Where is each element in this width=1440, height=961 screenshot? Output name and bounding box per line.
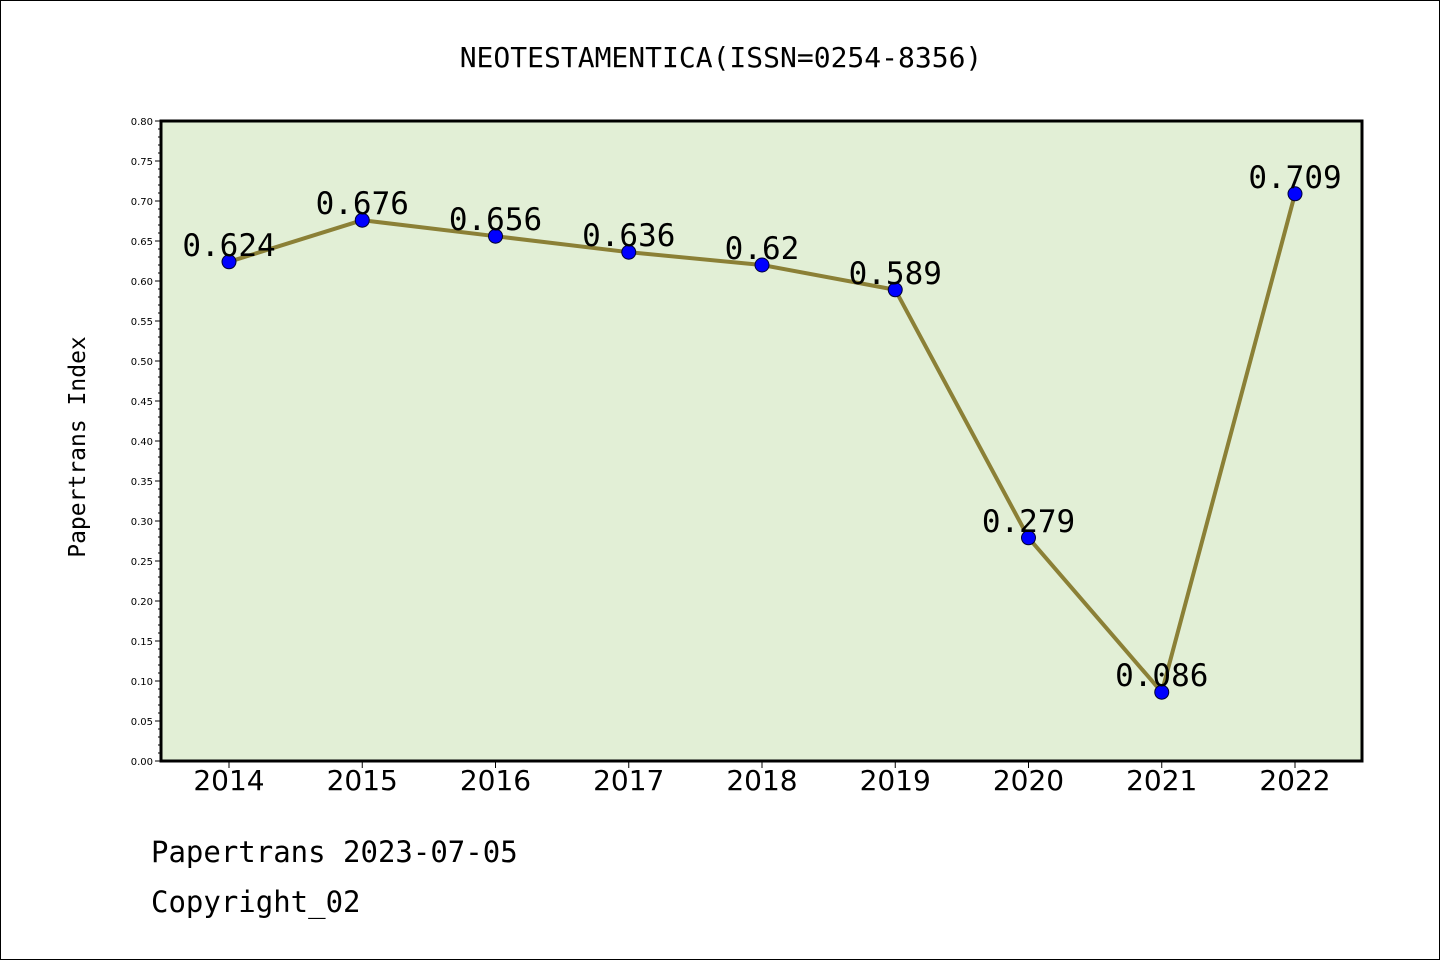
footer-date-text: Papertrans 2023-07-05 xyxy=(151,835,518,869)
data-point xyxy=(488,228,503,244)
x-tick-label: 2018 xyxy=(726,764,797,797)
data-label: 0.676 xyxy=(316,186,409,222)
y-tick-label: 0.00 xyxy=(131,757,153,768)
y-tick-label: 0.50 xyxy=(131,357,153,368)
y-tick-label: 0.40 xyxy=(131,437,153,448)
data-point xyxy=(354,212,370,228)
data-point xyxy=(1154,684,1170,700)
x-tick-label: 2022 xyxy=(1259,764,1330,797)
footer-copyright-text: Copyright_02 xyxy=(151,885,361,919)
plot-area xyxy=(161,121,1362,761)
data-point xyxy=(621,244,637,260)
data-point xyxy=(754,257,770,273)
y-tick-label: 0.80 xyxy=(131,117,153,128)
y-tick-label: 0.20 xyxy=(131,597,153,608)
data-point xyxy=(1021,530,1036,546)
data-label: 0.086 xyxy=(1115,658,1208,694)
data-label: 0.636 xyxy=(582,218,675,254)
x-tick-label: 2017 xyxy=(593,764,664,797)
y-axis-label: Papertrans Index xyxy=(65,336,91,558)
y-tick-label: 0.45 xyxy=(131,397,153,408)
data-label: 0.624 xyxy=(182,228,275,264)
x-tick-label: 2019 xyxy=(860,764,931,797)
y-tick-label: 0.35 xyxy=(131,477,153,488)
x-tick-label: 2016 xyxy=(460,764,531,797)
y-tick-label: 0.70 xyxy=(131,197,153,208)
y-tick-label: 0.15 xyxy=(131,637,153,648)
chart-title: NEOTESTAMENTICA(ISSN=0254-8356) xyxy=(460,41,983,74)
x-tick-label: 2014 xyxy=(193,764,264,797)
data-point xyxy=(887,282,903,298)
x-tick-label: 2021 xyxy=(1126,764,1197,797)
y-tick-label: 0.30 xyxy=(131,517,153,528)
y-tick-label: 0.55 xyxy=(131,317,153,328)
data-label: 0.656 xyxy=(449,202,542,238)
data-point xyxy=(221,254,237,270)
x-tick-label: 2020 xyxy=(993,764,1064,797)
y-tick-label: 0.25 xyxy=(131,557,153,568)
y-tick-label: 0.75 xyxy=(131,157,153,168)
y-tick-label: 0.65 xyxy=(131,237,153,248)
x-tick-label: 2015 xyxy=(327,764,398,797)
y-tick-label: 0.60 xyxy=(131,277,153,288)
data-label: 0.62 xyxy=(725,231,800,267)
plot-frame xyxy=(159,119,1364,763)
data-point xyxy=(1287,186,1303,202)
y-tick-label: 0.10 xyxy=(131,677,153,688)
data-label: 0.279 xyxy=(982,504,1075,540)
data-label: 0.709 xyxy=(1248,160,1341,196)
data-label: 0.589 xyxy=(849,256,942,292)
y-tick-label: 0.05 xyxy=(131,717,153,728)
